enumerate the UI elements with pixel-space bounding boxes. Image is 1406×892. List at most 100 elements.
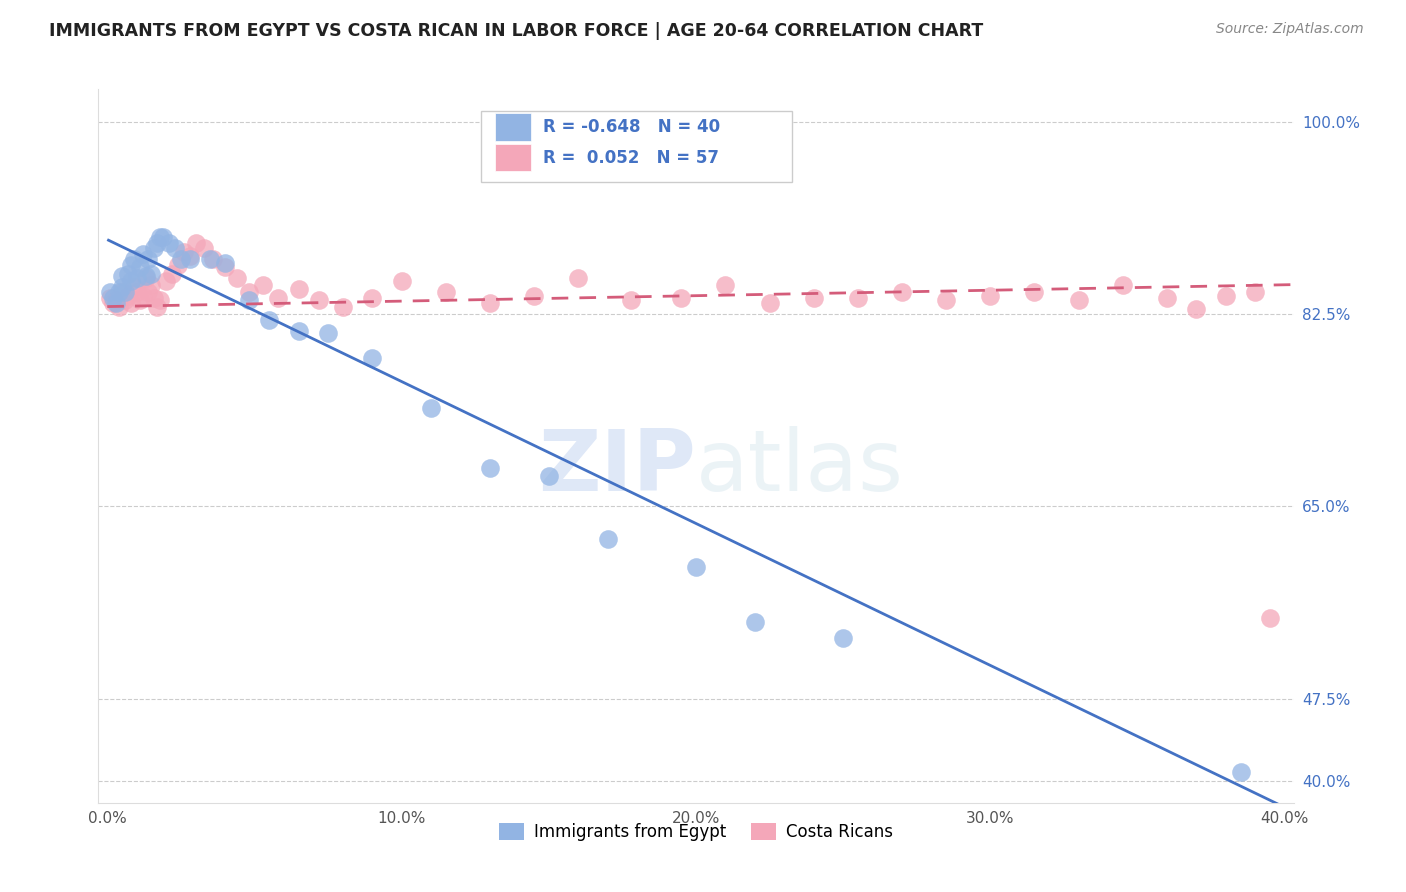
Point — [979, 288, 1001, 302]
Point — [1067, 293, 1090, 307]
Text: ZIP: ZIP — [538, 425, 696, 509]
Point — [155, 274, 177, 288]
Point — [744, 615, 766, 629]
Point — [134, 271, 156, 285]
Point — [287, 282, 309, 296]
Point — [120, 258, 142, 272]
Point — [125, 271, 148, 285]
Point — [846, 291, 869, 305]
Point — [173, 244, 195, 259]
Point — [537, 468, 560, 483]
Point — [138, 285, 160, 300]
Point — [167, 258, 190, 272]
Point — [149, 293, 172, 307]
Point — [200, 252, 222, 267]
Text: R =  0.052   N = 57: R = 0.052 N = 57 — [543, 149, 718, 167]
Point — [125, 285, 148, 300]
Point — [170, 252, 193, 267]
Point — [131, 288, 153, 302]
Point — [143, 241, 166, 255]
Point — [98, 285, 121, 300]
Point — [478, 296, 501, 310]
Point — [420, 401, 443, 415]
Point — [105, 293, 128, 307]
Point — [120, 274, 142, 288]
Point — [146, 235, 169, 250]
Text: IMMIGRANTS FROM EGYPT VS COSTA RICAN IN LABOR FORCE | AGE 20-64 CORRELATION CHAR: IMMIGRANTS FROM EGYPT VS COSTA RICAN IN … — [49, 22, 983, 40]
Point — [111, 268, 134, 283]
Text: Source: ZipAtlas.com: Source: ZipAtlas.com — [1216, 22, 1364, 37]
Point — [122, 252, 145, 267]
Point — [105, 296, 128, 310]
Point — [316, 326, 339, 340]
Point — [1112, 277, 1135, 292]
Legend: Immigrants from Egypt, Costa Ricans: Immigrants from Egypt, Costa Ricans — [492, 816, 900, 848]
Point — [758, 296, 780, 310]
Point — [1185, 301, 1208, 316]
Point — [193, 241, 215, 255]
Point — [257, 312, 280, 326]
Point — [134, 268, 156, 283]
Point — [184, 235, 207, 250]
Point — [128, 260, 150, 274]
Point — [179, 252, 201, 267]
Point — [671, 291, 693, 305]
Point — [252, 277, 274, 292]
Point — [108, 285, 131, 300]
Point — [361, 351, 384, 366]
Point — [214, 260, 236, 274]
Point — [935, 293, 957, 307]
Point — [214, 255, 236, 269]
Point — [131, 247, 153, 261]
Point — [685, 559, 707, 574]
Point — [596, 533, 619, 547]
Point — [141, 267, 163, 281]
Point — [308, 293, 330, 307]
Point — [114, 293, 136, 307]
Point — [1258, 611, 1281, 625]
Point — [111, 280, 134, 294]
Point — [163, 241, 186, 255]
Point — [111, 285, 134, 300]
Point — [391, 274, 413, 288]
Point — [114, 285, 136, 300]
Point — [152, 230, 174, 244]
Point — [714, 277, 737, 292]
Point — [803, 291, 825, 305]
Point — [1156, 291, 1178, 305]
Point — [891, 285, 914, 300]
Point — [238, 293, 260, 307]
Point — [523, 288, 546, 302]
Point — [267, 291, 290, 305]
Point — [146, 300, 169, 314]
Point — [832, 631, 855, 645]
Text: R = -0.648   N = 40: R = -0.648 N = 40 — [543, 118, 720, 136]
Point — [160, 267, 183, 281]
Point — [149, 230, 172, 244]
Point — [1229, 765, 1251, 780]
Point — [98, 291, 121, 305]
Point — [620, 293, 643, 307]
Text: atlas: atlas — [696, 425, 904, 509]
Point — [157, 235, 180, 250]
Point — [225, 271, 247, 285]
Point — [138, 252, 160, 267]
Point — [434, 285, 457, 300]
Point — [567, 271, 589, 285]
Bar — [495, 145, 531, 171]
Point — [117, 288, 139, 302]
Point — [287, 324, 309, 338]
Point — [238, 285, 260, 300]
Point — [141, 277, 163, 292]
Point — [1244, 285, 1267, 300]
Point — [122, 280, 145, 294]
Bar — [495, 113, 531, 141]
Point — [108, 300, 131, 314]
Point — [143, 291, 166, 305]
Point — [120, 296, 142, 310]
Point — [478, 461, 501, 475]
Point — [117, 267, 139, 281]
Point — [361, 291, 384, 305]
Point — [202, 252, 225, 267]
Point — [101, 296, 124, 310]
